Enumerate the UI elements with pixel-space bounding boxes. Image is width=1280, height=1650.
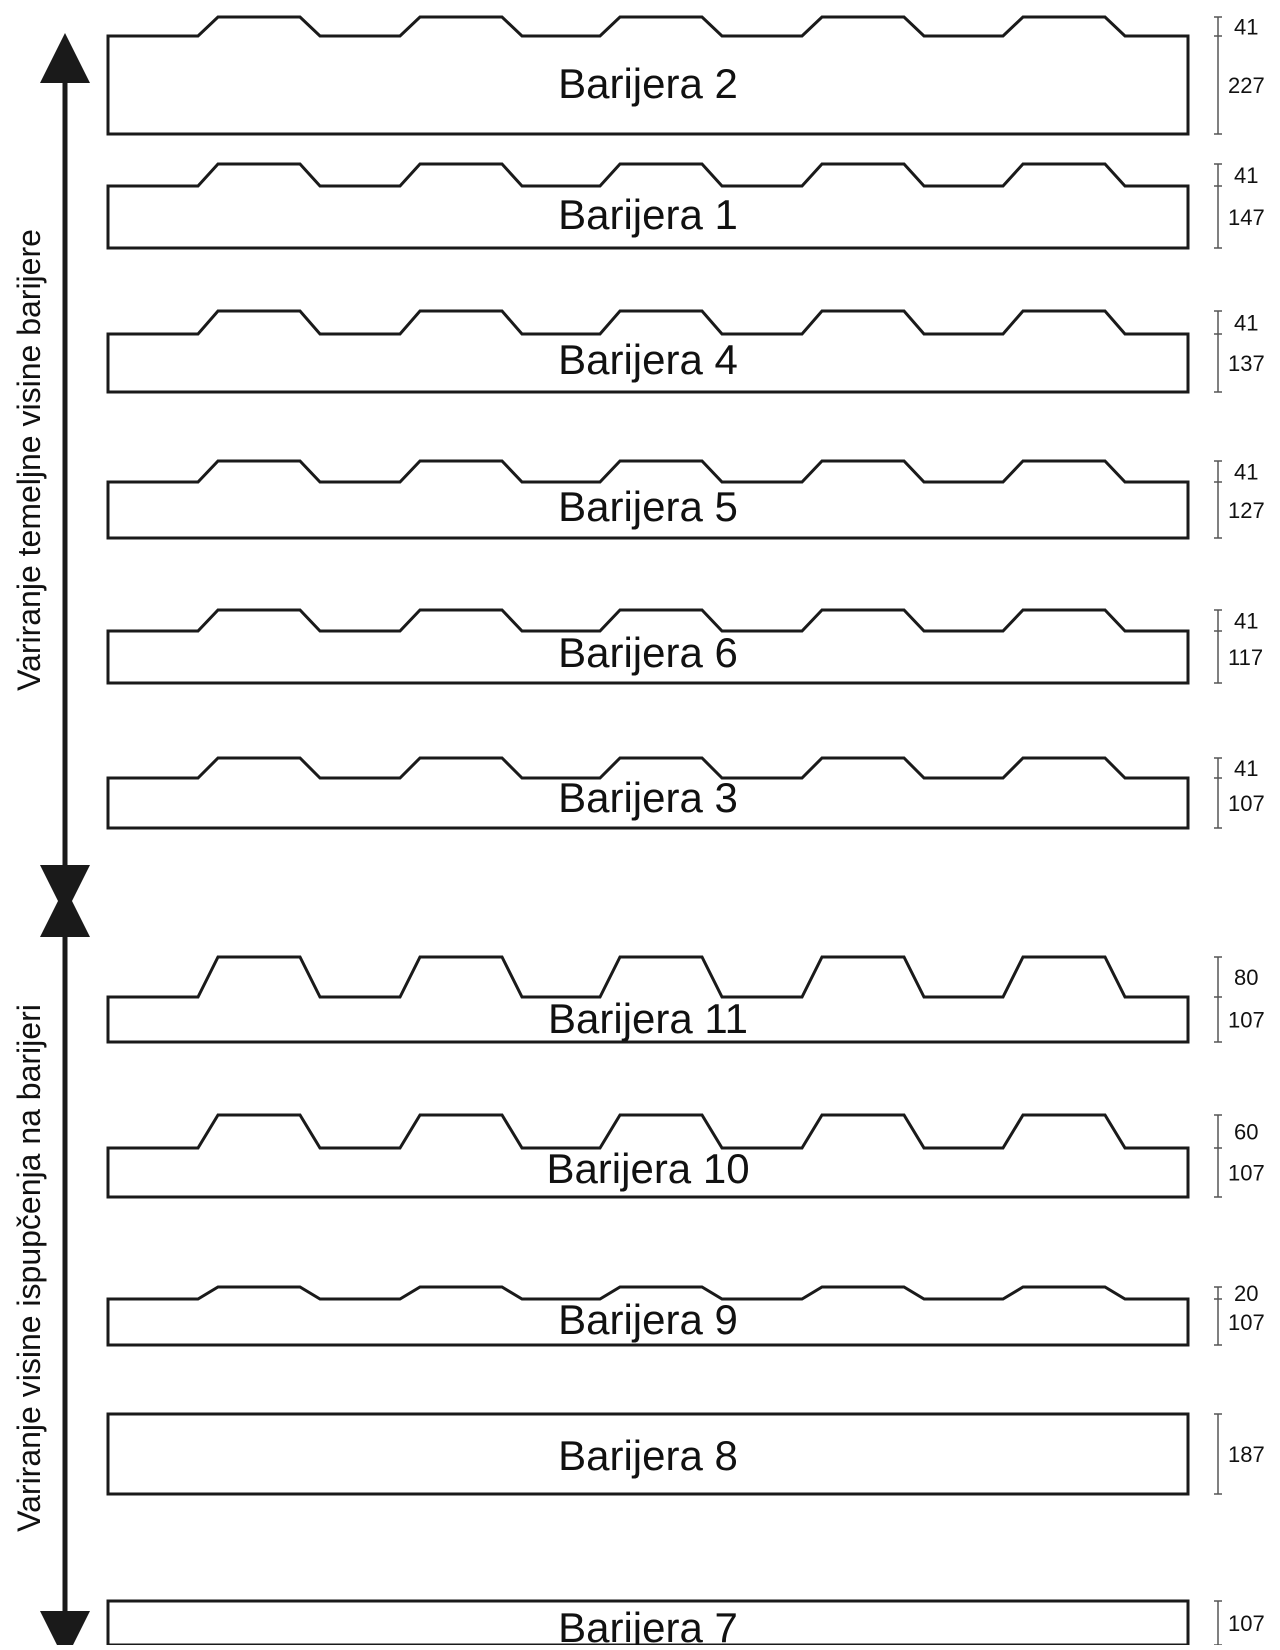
- barrier-outline: [106, 608, 1190, 685]
- barrier-11: Barijera 7 107: [106, 1599, 1265, 1650]
- barrier-label: Barijera 4: [558, 336, 738, 383]
- base-height-label: 127: [1228, 498, 1265, 523]
- bump-height-label: 41: [1234, 163, 1258, 188]
- barrier-outline: [106, 1412, 1190, 1496]
- barrier-label: Barijera 10: [546, 1145, 749, 1192]
- barrier-label: Barijera 8: [558, 1432, 738, 1479]
- barrier-outline: [106, 15, 1190, 136]
- base-height-label: 187: [1228, 1442, 1265, 1467]
- barrier-outline: [106, 309, 1190, 394]
- barrier-outline: [106, 459, 1190, 540]
- barrier-outline: [106, 955, 1190, 1044]
- barrier-outline: [106, 756, 1190, 830]
- barrier-outline: [106, 1113, 1190, 1199]
- bump-height-label: 41: [1234, 311, 1258, 336]
- base-height-label: 107: [1228, 1310, 1265, 1335]
- barrier-label: Barijera 11: [548, 995, 748, 1042]
- barrier-8: Barijera 10 60 107: [106, 1113, 1265, 1199]
- bump-height-label: 41: [1234, 756, 1258, 781]
- barrier-label: Barijera 9: [558, 1296, 738, 1343]
- base-height-label: 147: [1228, 205, 1265, 230]
- barrier-5: Barijera 6 41 117: [106, 608, 1263, 685]
- bump-height-label: 80: [1234, 965, 1258, 990]
- barrier-label: Barijera 5: [558, 483, 738, 530]
- bump-height-label: 60: [1234, 1120, 1258, 1145]
- barrier-7: Barijera 11 80 107: [106, 955, 1265, 1044]
- axis-label-base-height: Variranje temeljne visine barijere: [11, 229, 47, 691]
- base-height-label: 227: [1228, 73, 1265, 98]
- base-height-label: 137: [1228, 351, 1265, 376]
- base-height-label: 117: [1228, 645, 1263, 670]
- base-height-label: 107: [1228, 1008, 1265, 1033]
- barrier-2: Barijera 1 41 147: [106, 162, 1265, 250]
- bump-height-label: 20: [1234, 1281, 1258, 1306]
- axis-label-bump-height: Variranje visine ispupčenja na barijeri: [11, 1004, 47, 1532]
- barrier-6: Barijera 3 41 107: [106, 756, 1265, 830]
- base-height-label: 107: [1228, 791, 1265, 816]
- barrier-9: Barijera 9 20 107: [106, 1281, 1265, 1347]
- barrier-4: Barijera 5 41 127: [106, 459, 1265, 540]
- barrier-1: Barijera 2 41 227: [106, 15, 1265, 136]
- barrier-outline: [106, 1285, 1190, 1347]
- barriers-layer: Barijera 2 41 227 Barijera 1 41 147 Barijera 4…: [106, 15, 1265, 1650]
- bump-height-label: 41: [1234, 460, 1258, 485]
- barrier-outline: [106, 162, 1190, 250]
- barrier-label: Barijera 1: [558, 191, 738, 238]
- bump-height-label: 41: [1234, 15, 1258, 40]
- bump-height-label: 41: [1234, 609, 1258, 634]
- barrier-label: Barijera 3: [558, 774, 738, 821]
- barrier-label: Barijera 2: [558, 60, 738, 107]
- barrier-label: Barijera 7: [558, 1604, 738, 1645]
- barrier-label: Barijera 6: [558, 629, 738, 676]
- base-height-label: 107: [1228, 1161, 1265, 1186]
- base-height-label: 107: [1228, 1611, 1265, 1636]
- barrier-3: Barijera 4 41 137: [106, 309, 1265, 394]
- barrier-10: Barijera 8 187: [106, 1412, 1265, 1496]
